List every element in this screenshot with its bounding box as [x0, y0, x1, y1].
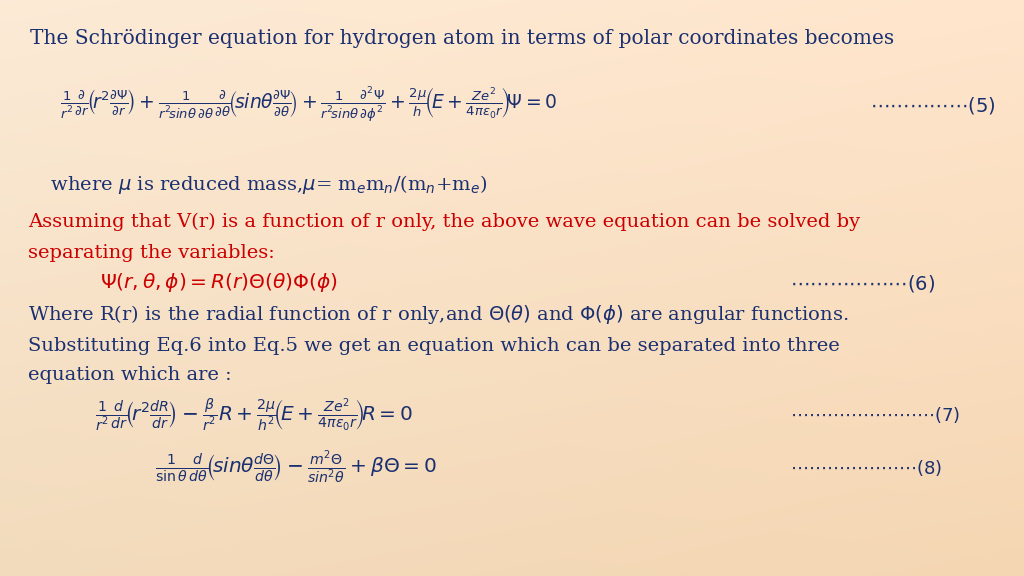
- Text: $\Psi(r,\theta,\phi) = R(r)\Theta(\theta)\Phi(\phi)$: $\Psi(r,\theta,\phi) = R(r)\Theta(\theta…: [100, 271, 338, 294]
- Text: $\cdots\cdots\cdots\cdots\cdots(5)$: $\cdots\cdots\cdots\cdots\cdots(5)$: [870, 94, 995, 116]
- Text: where $\mu$ is reduced mass,$\mu$= m$_e$m$_n$/(m$_n$+m$_e$): where $\mu$ is reduced mass,$\mu$= m$_e$…: [38, 173, 487, 196]
- Text: $\cdots\cdots\cdots\cdots\cdots\cdots\cdots(8)$: $\cdots\cdots\cdots\cdots\cdots\cdots\cd…: [790, 458, 942, 478]
- Text: $\frac{1}{r^2}\frac{d}{dr}\!\left(\!r^2\frac{dR}{dr}\!\right)-\frac{\beta}{r^2}R: $\frac{1}{r^2}\frac{d}{dr}\!\left(\!r^2\…: [95, 397, 414, 433]
- Text: Where R(r) is the radial function of r only,and $\Theta(\theta)$ and $\Phi(\phi): Where R(r) is the radial function of r o…: [28, 304, 849, 327]
- Text: Assuming that V(r) is a function of r only, the above wave equation can be solve: Assuming that V(r) is a function of r on…: [28, 213, 860, 231]
- Text: equation which are :: equation which are :: [28, 366, 231, 384]
- Text: $\cdots\cdots\cdots\cdots\cdots\cdots(6)$: $\cdots\cdots\cdots\cdots\cdots\cdots(6)…: [790, 272, 935, 294]
- Text: separating the variables:: separating the variables:: [28, 244, 274, 262]
- Text: $\frac{1}{\sin\theta}\frac{d}{d\theta}\!\left(\!sin\theta\frac{d\Theta}{d\theta}: $\frac{1}{\sin\theta}\frac{d}{d\theta}\!…: [155, 449, 437, 487]
- Text: $\cdots\cdots\cdots\cdots\cdots\cdots\cdots\cdots(7)$: $\cdots\cdots\cdots\cdots\cdots\cdots\cd…: [790, 405, 959, 425]
- Text: The Schrödinger equation for hydrogen atom in terms of polar coordinates becomes: The Schrödinger equation for hydrogen at…: [30, 28, 894, 47]
- Text: Substituting Eq.6 into Eq.5 we get an equation which can be separated into three: Substituting Eq.6 into Eq.5 we get an eq…: [28, 337, 840, 355]
- Text: $\frac{1}{r^2}\frac{\partial}{\partial r}\!\left(\!r^2\frac{\partial\Psi}{\parti: $\frac{1}{r^2}\frac{\partial}{\partial r…: [60, 86, 557, 124]
